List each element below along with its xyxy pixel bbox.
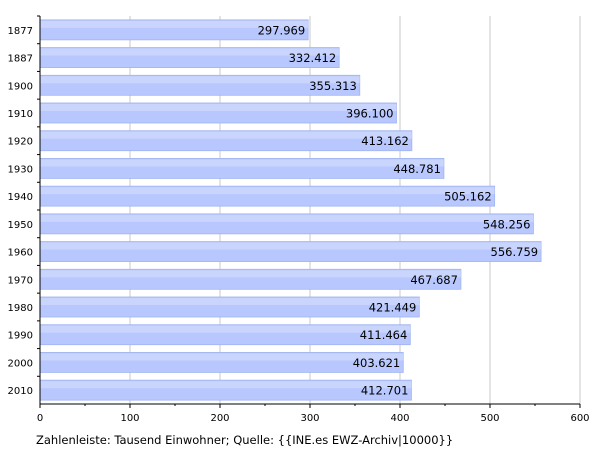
value-label: 467.687 [410,273,458,287]
y-tick-label: 2000 [8,358,33,369]
bar-highlight [40,353,404,361]
x-tick-label: 400 [390,413,409,424]
x-tick-label: 200 [210,413,229,424]
y-tick-label: 1887 [8,54,33,65]
bar-highlight [40,214,534,222]
value-label: 396.100 [346,107,394,121]
bar-highlight [40,381,412,389]
bar-highlight [40,270,461,278]
y-tick-label: 1940 [8,192,33,203]
bar-highlight [40,187,495,195]
value-label: 421.449 [369,301,417,315]
bar-highlight [40,325,411,333]
bar-highlight [40,20,309,28]
y-tick-label: 1920 [8,137,33,148]
axes: 0 100 200 300 400 500 600 1877 1887 1900 1910 1920 1… [8,15,590,424]
grid-lines [129,16,581,404]
y-tick-label: 1980 [8,303,33,314]
value-label: 297.969 [258,23,306,37]
y-tick-label: 1960 [8,248,33,259]
x-tick-label: 100 [120,413,139,424]
value-label: 332.412 [289,51,337,65]
bar-highlight [40,76,360,84]
y-tick-label: 1910 [8,109,33,120]
value-label: 413.162 [361,134,409,148]
y-tick-label: 1877 [8,26,33,37]
y-tick-label: 1930 [8,164,33,175]
value-label: 556.759 [491,245,539,259]
value-label: 448.781 [393,162,441,176]
value-label: 505.162 [444,190,492,204]
value-label: 412.701 [361,384,409,398]
chart-caption: Zahlenleiste: Tausend Einwohner; Quelle:… [36,433,454,447]
bar-highlight [40,298,420,305]
bar-highlight [40,131,412,139]
y-tick-label: 1990 [8,331,33,342]
y-tick-label: 1970 [8,275,33,286]
x-tick-label: 500 [480,413,499,424]
bar-highlight [40,104,397,111]
y-tick-label: 1900 [8,81,33,92]
value-label: 403.621 [353,356,401,370]
x-tick-label: 0 [37,413,43,424]
value-label: 411.464 [360,328,408,342]
bar-highlight [40,48,340,56]
x-tick-label: 300 [300,413,319,424]
value-label: 548.256 [483,217,531,231]
x-tick-label: 600 [570,413,589,424]
y-tick-label: 2010 [8,386,33,397]
y-tick-label: 1950 [8,220,33,231]
bar-highlight [40,242,542,250]
bars: 297.969 332.412 355.313 396.100 413.162 448.7… [39,19,542,401]
bar-highlight [40,159,444,167]
value-label: 355.313 [309,79,357,93]
